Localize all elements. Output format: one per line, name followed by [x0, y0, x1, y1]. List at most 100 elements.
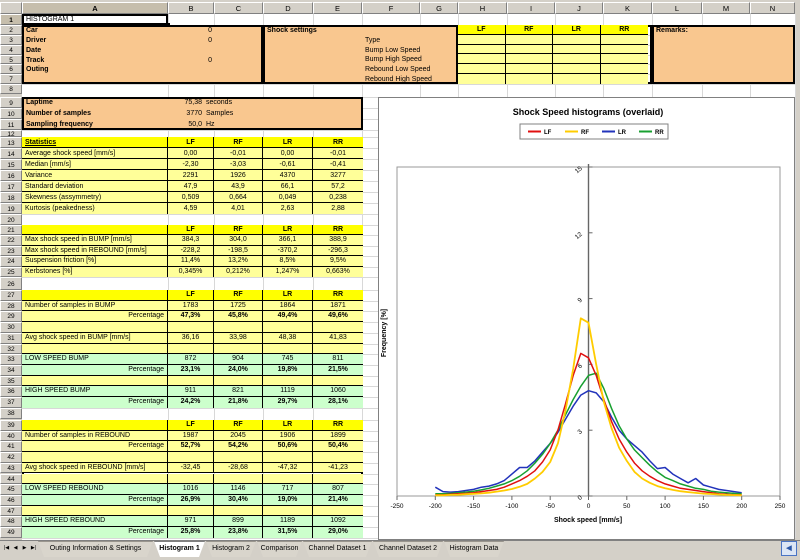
table-row-label[interactable]: Percentage	[22, 397, 168, 408]
table-cell[interactable]	[168, 343, 214, 355]
table-cell[interactable]: -0,61	[263, 159, 313, 170]
row-header-42[interactable]: 42	[0, 452, 22, 463]
table-cell[interactable]: 36,16	[168, 332, 214, 344]
table-cell[interactable]: 48,38	[263, 332, 313, 344]
table-cell[interactable]	[263, 322, 313, 333]
table-cell[interactable]	[168, 322, 214, 333]
table-row-label[interactable]: HIGH SPEED REBOUND	[22, 516, 168, 527]
table-cell[interactable]: -32,45	[168, 462, 214, 474]
row-header-36[interactable]: 36	[0, 386, 22, 398]
column-header-H[interactable]: H	[458, 2, 507, 14]
row-header-48[interactable]: 48	[0, 516, 22, 527]
column-header-F[interactable]: F	[362, 2, 420, 14]
table-cell[interactable]: -47,32	[263, 462, 313, 474]
info-value[interactable]	[150, 46, 212, 56]
table-cell[interactable]	[263, 375, 313, 387]
table-row-label[interactable]: Percentage	[22, 527, 168, 538]
column-header-B[interactable]: B	[168, 2, 214, 14]
table-cell[interactable]: 0,212%	[214, 266, 263, 277]
table-cell[interactable]: 1146	[214, 484, 263, 495]
table-cell[interactable]: 745	[263, 354, 313, 366]
table-cell[interactable]: 52,7%	[168, 441, 214, 453]
table-cell[interactable]: 23,1%	[168, 365, 214, 376]
shock-grid-cell[interactable]	[505, 44, 553, 55]
row-header-10[interactable]: 10	[0, 108, 22, 119]
table-cell[interactable]: 21,5%	[313, 365, 363, 376]
column-header-D[interactable]: D	[263, 2, 313, 14]
table-cell[interactable]	[313, 452, 363, 463]
table-row-label[interactable]: Standard deviation	[22, 181, 168, 192]
table-cell[interactable]: 24,2%	[168, 397, 214, 408]
row-header-11[interactable]: 11	[0, 119, 22, 130]
shock-grid-cell[interactable]	[553, 54, 601, 65]
table-cell[interactable]: 384,3	[168, 235, 214, 246]
select-all-corner[interactable]	[0, 2, 22, 14]
table-row-label[interactable]: Number of samples in REBOUND	[22, 430, 168, 442]
row-header-35[interactable]: 35	[0, 375, 22, 387]
row-header-21[interactable]: 21	[0, 225, 22, 236]
info-value[interactable]: 0	[208, 56, 212, 64]
row-header-2[interactable]: 2	[0, 25, 22, 35]
table-cell[interactable]	[214, 473, 263, 485]
table-row-label[interactable]	[22, 343, 168, 355]
table-cell[interactable]: 4,01	[214, 203, 263, 214]
row-header-34[interactable]: 34	[0, 365, 22, 376]
sheet-tab-3[interactable]: Histogram 2	[206, 541, 256, 557]
row-header-17[interactable]: 17	[0, 181, 22, 192]
shock-grid-cell[interactable]	[600, 74, 648, 84]
row-header-20[interactable]: 20	[0, 214, 22, 225]
column-header-I[interactable]: I	[507, 2, 555, 14]
row-header-31[interactable]: 31	[0, 332, 22, 344]
table-row-label[interactable]: Percentage	[22, 311, 168, 323]
table-row-label[interactable]: Skewness (assymmetry)	[22, 192, 168, 203]
row-header-41[interactable]: 41	[0, 441, 22, 453]
table-row-label[interactable]: Number of samples in BUMP	[22, 300, 168, 312]
table-cell[interactable]	[214, 322, 263, 333]
table-cell[interactable]: -198,5	[214, 245, 263, 257]
table-cell[interactable]: 1864	[263, 300, 313, 312]
table-cell[interactable]: 1926	[214, 170, 263, 181]
info-value[interactable]: 0	[208, 36, 212, 44]
table-row-label[interactable]	[22, 322, 168, 333]
table-cell[interactable]	[214, 375, 263, 387]
table-cell[interactable]: 3277	[313, 170, 363, 181]
info-value[interactable]	[150, 65, 212, 75]
table-cell[interactable]: 971	[168, 516, 214, 527]
table-cell[interactable]: 1092	[313, 516, 363, 527]
table-cell[interactable]: 0,238	[313, 192, 363, 203]
row-header-26[interactable]: 26	[0, 277, 22, 290]
table-cell[interactable]: -296,3	[313, 245, 363, 257]
table-cell[interactable]: 50,6%	[263, 441, 313, 453]
column-header-A[interactable]: A	[22, 2, 168, 14]
row-header-22[interactable]: 22	[0, 235, 22, 246]
table-row-label[interactable]	[22, 375, 168, 387]
table-row-label[interactable]	[22, 452, 168, 463]
table-cell[interactable]: 47,3%	[168, 311, 214, 323]
shock-grid-cell[interactable]	[505, 34, 553, 45]
column-header-N[interactable]: N	[750, 2, 795, 14]
tabbar-scroll-left-button[interactable]: ◀	[781, 541, 797, 556]
table-cell[interactable]: 26,9%	[168, 494, 214, 506]
shock-grid-cell[interactable]	[458, 64, 506, 75]
table-cell[interactable]: 1987	[168, 430, 214, 442]
table-cell[interactable]: -3,03	[214, 159, 263, 170]
row-header-14[interactable]: 14	[0, 148, 22, 159]
table-cell[interactable]: 19,8%	[263, 365, 313, 376]
table-cell[interactable]: 0,663%	[313, 266, 363, 277]
row-header-1[interactable]: 1	[0, 14, 22, 25]
table-row-label[interactable]: Percentage	[22, 441, 168, 453]
row-header-4[interactable]: 4	[0, 44, 22, 55]
table-cell[interactable]	[263, 505, 313, 517]
row-header-45[interactable]: 45	[0, 484, 22, 495]
row-header-47[interactable]: 47	[0, 505, 22, 517]
table-cell[interactable]: 366,1	[263, 235, 313, 246]
row-header-28[interactable]: 28	[0, 300, 22, 312]
row-header-18[interactable]: 18	[0, 192, 22, 203]
table-cell[interactable]: 0,664	[214, 192, 263, 203]
shock-grid-cell[interactable]	[600, 54, 648, 65]
row-header-38[interactable]: 38	[0, 407, 22, 419]
table-cell[interactable]: 904	[214, 354, 263, 366]
table-row-label[interactable]: LOW SPEED REBOUND	[22, 484, 168, 495]
table-cell[interactable]: 50,4%	[313, 441, 363, 453]
table-cell[interactable]	[263, 473, 313, 485]
